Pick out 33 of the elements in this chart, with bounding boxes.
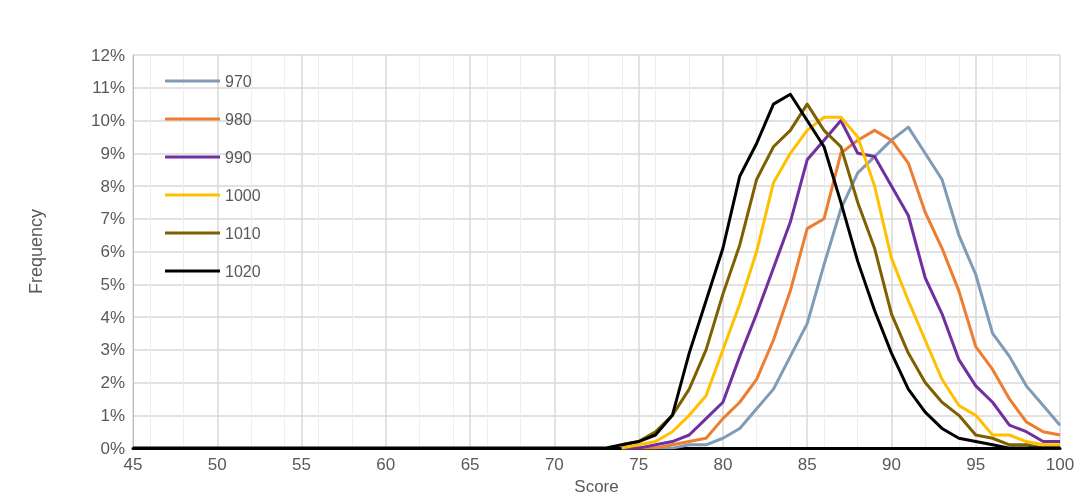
y-tick-label: 9%: [100, 143, 125, 163]
x-tick-label: 60: [376, 455, 396, 475]
legend-label: 1020: [225, 262, 261, 280]
legend-label: 990: [225, 148, 252, 166]
y-tick-label: 4%: [100, 307, 125, 327]
x-tick-label: 75: [629, 455, 649, 475]
y-tick-label: 7%: [100, 209, 125, 229]
legend-label: 1000: [225, 186, 261, 204]
y-axis-title: Frequency: [26, 209, 46, 295]
x-tick-label: 45: [123, 455, 143, 475]
y-tick-label: 11%: [92, 78, 125, 98]
y-tick-label: 8%: [100, 176, 125, 196]
legend-label: 1010: [225, 224, 261, 242]
x-tick-label: 90: [881, 455, 901, 475]
x-tick-label: 100: [1045, 455, 1075, 475]
y-tick-label: 12%: [90, 45, 125, 65]
x-tick-label: 70: [544, 455, 564, 475]
legend-label: 980: [225, 110, 252, 128]
x-tick-label: 80: [713, 455, 733, 475]
x-tick-label: 95: [966, 455, 986, 475]
y-tick-label: 6%: [100, 242, 125, 262]
legend-label: 970: [225, 72, 252, 90]
y-tick-label: 10%: [90, 111, 125, 131]
x-axis-title: Score: [574, 477, 619, 496]
x-tick-label: 65: [460, 455, 480, 475]
y-tick-label: 3%: [100, 340, 125, 360]
x-tick-label: 85: [797, 455, 817, 475]
x-tick-label: 50: [207, 455, 227, 475]
x-tick-label: 55: [292, 455, 312, 475]
y-tick-label: 0%: [100, 438, 125, 458]
y-tick-label: 1%: [100, 405, 125, 425]
y-tick-label: 5%: [100, 274, 125, 294]
y-tick-label: 2%: [100, 373, 125, 393]
